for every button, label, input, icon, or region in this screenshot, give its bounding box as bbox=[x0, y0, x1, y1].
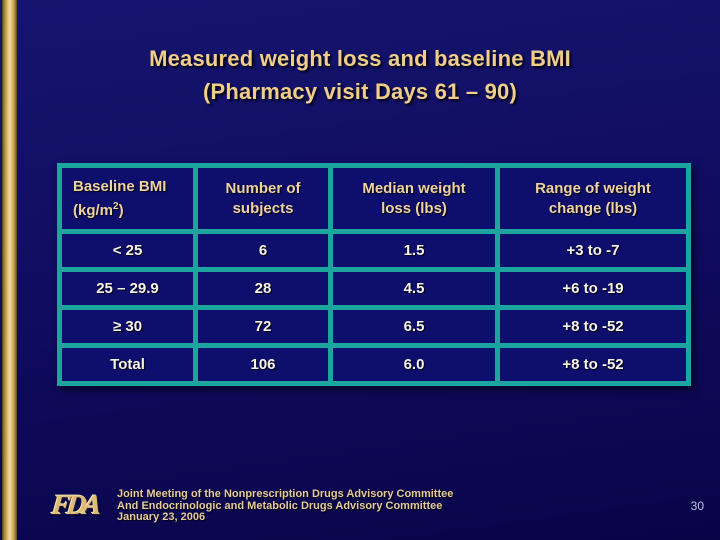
cell-median-gte30: 6.5 bbox=[328, 305, 500, 348]
cell-subjects-25-29: 28 bbox=[193, 267, 333, 310]
paren-close: ) bbox=[118, 201, 124, 219]
col-header-baseline-bmi-line2: (kg/m2) bbox=[73, 197, 193, 221]
col-header-median-line2: loss (lbs) bbox=[381, 199, 447, 217]
col-header-subjects-line2: subjects bbox=[232, 199, 294, 217]
col-header-range-line1: Range of weight bbox=[535, 179, 651, 197]
left-accent-stripe bbox=[2, 0, 17, 540]
cell-bmi-lt25: < 25 bbox=[57, 229, 198, 272]
cell-range-25-29: +6 to -19 bbox=[495, 267, 691, 310]
cell-subjects-total: 106 bbox=[193, 343, 333, 386]
col-header-number-of-subjects: Number of subjects bbox=[193, 163, 333, 234]
kg-m-text: (kg/m bbox=[73, 201, 114, 219]
page-number: 30 bbox=[690, 499, 704, 513]
col-header-baseline-bmi: Baseline BMI (kg/m2) bbox=[57, 163, 198, 234]
table-header-row: Baseline BMI (kg/m2) Number of subjects … bbox=[57, 163, 691, 234]
slide-title: Measured weight loss and baseline BMI (P… bbox=[30, 42, 690, 108]
footer-line2: And Endocrinologic and Metabolic Drugs A… bbox=[117, 499, 443, 512]
fda-logo: FDA bbox=[50, 490, 100, 521]
footer-line3: January 23, 2006 bbox=[117, 511, 206, 523]
cell-subjects-lt25: 6 bbox=[193, 229, 333, 272]
superscript-2: 2 bbox=[113, 200, 119, 212]
cell-range-gte30: +8 to -52 bbox=[495, 305, 691, 348]
cell-range-total: +8 to -52 bbox=[495, 343, 691, 386]
footer-line1: Joint Meeting of the Nonprescription Dru… bbox=[117, 488, 454, 500]
col-header-range-line2: change (lbs) bbox=[548, 199, 638, 217]
table-row: ≥ 30 72 6.5 +8 to -52 bbox=[57, 305, 691, 348]
cell-subjects-gte30: 72 bbox=[193, 305, 333, 348]
cell-median-25-29: 4.5 bbox=[328, 267, 500, 310]
footer-credits: Joint Meeting of the Nonprescription Dru… bbox=[117, 488, 454, 524]
col-header-median-weight-loss: Median weight loss (lbs) bbox=[328, 163, 500, 234]
col-header-range-weight-change: Range of weight change (lbs) bbox=[495, 163, 691, 234]
table-row: 25 – 29.9 28 4.5 +6 to -19 bbox=[57, 267, 691, 310]
col-header-median-line1: Median weight bbox=[362, 179, 466, 197]
slide-title-line1: Measured weight loss and baseline BMI bbox=[149, 46, 571, 71]
cell-median-total: 6.0 bbox=[328, 343, 500, 386]
col-header-subjects-line1: Number of bbox=[225, 179, 301, 197]
table-row: < 25 6 1.5 +3 to -7 bbox=[57, 229, 691, 272]
table-row: Total 106 6.0 +8 to -52 bbox=[57, 343, 691, 386]
bmi-weight-loss-table: Baseline BMI (kg/m2) Number of subjects … bbox=[57, 163, 691, 386]
cell-bmi-gte30: ≥ 30 bbox=[57, 305, 198, 348]
cell-bmi-total: Total bbox=[57, 343, 198, 386]
cell-range-lt25: +3 to -7 bbox=[495, 229, 691, 272]
col-header-baseline-bmi-line1: Baseline BMI bbox=[73, 177, 167, 195]
cell-median-lt25: 1.5 bbox=[328, 229, 500, 272]
slide-title-line2: (Pharmacy visit Days 61 – 90) bbox=[203, 79, 517, 104]
cell-bmi-25-29: 25 – 29.9 bbox=[57, 267, 198, 310]
